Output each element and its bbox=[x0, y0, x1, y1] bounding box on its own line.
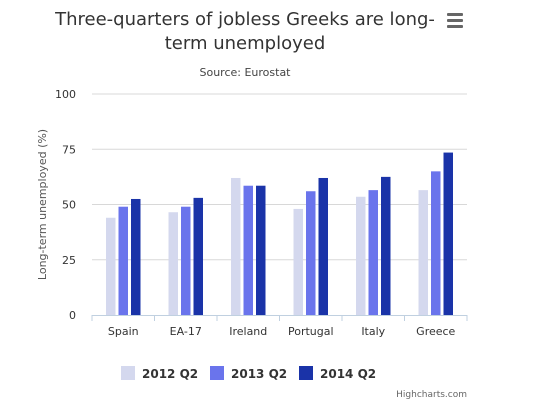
legend-label[interactable]: 2013 Q2 bbox=[231, 367, 287, 381]
hamburger-menu-icon[interactable] bbox=[447, 13, 463, 28]
y-axis-title: Long-term unemployed (%) bbox=[36, 129, 49, 280]
legend-label[interactable]: 2012 Q2 bbox=[142, 367, 198, 381]
legend-item-2014-q2[interactable]: 2014 Q2 bbox=[299, 366, 376, 381]
grid-lines bbox=[92, 93, 467, 261]
bar-ireland-2014-q2[interactable] bbox=[256, 185, 266, 315]
y-tick-label: 50 bbox=[62, 199, 76, 212]
bar-ea-17-2012-q2[interactable] bbox=[168, 212, 179, 315]
y-tick-label: 100 bbox=[55, 88, 76, 101]
bars bbox=[106, 152, 454, 315]
bar-portugal-2013-q2[interactable] bbox=[306, 191, 316, 315]
bar-ea-17-2014-q2[interactable] bbox=[193, 197, 204, 315]
x-tick-label: EA-17 bbox=[170, 325, 202, 338]
bar-spain-2014-q2[interactable] bbox=[131, 198, 141, 315]
bar-ireland-2012-q2[interactable] bbox=[231, 177, 241, 315]
chart-subtitle: Source: Eurostat bbox=[199, 66, 291, 79]
legend-swatch[interactable] bbox=[121, 366, 135, 380]
bar-italy-2012-q2[interactable] bbox=[356, 196, 366, 315]
bar-spain-2012-q2[interactable] bbox=[106, 217, 116, 315]
bar-ireland-2013-q2[interactable] bbox=[243, 185, 254, 315]
legend-swatch[interactable] bbox=[299, 366, 313, 380]
y-tick-label: 0 bbox=[69, 309, 76, 322]
bar-portugal-2014-q2[interactable] bbox=[318, 177, 329, 315]
legend-item-2013-q2[interactable]: 2013 Q2 bbox=[210, 366, 287, 381]
x-tick-label: Spain bbox=[108, 325, 139, 338]
bar-greece-2012-q2[interactable] bbox=[418, 190, 429, 315]
bar-spain-2013-q2[interactable] bbox=[118, 206, 129, 315]
bar-greece-2013-q2[interactable] bbox=[431, 171, 441, 315]
legend-swatch[interactable] bbox=[210, 366, 224, 380]
legend-label[interactable]: 2014 Q2 bbox=[320, 367, 376, 381]
bar-italy-2014-q2[interactable] bbox=[381, 176, 391, 315]
chart-title-line-1: Three-quarters of jobless Greeks are lon… bbox=[54, 9, 435, 30]
y-tick-label: 25 bbox=[62, 254, 76, 267]
bar-greece-2014-q2[interactable] bbox=[443, 152, 454, 315]
bar-italy-2013-q2[interactable] bbox=[368, 190, 379, 315]
x-axis: Spain EA-17 Ireland Portugal Italy Greece bbox=[91, 315, 468, 338]
credits-link[interactable]: Highcharts.com bbox=[396, 390, 467, 400]
bar-portugal-2012-q2[interactable] bbox=[293, 208, 304, 315]
export-menu-button[interactable] bbox=[442, 10, 468, 32]
x-tick-label: Greece bbox=[416, 325, 455, 338]
y-axis-ticks: 0 25 50 75 100 bbox=[55, 88, 76, 322]
legend-item-2012-q2[interactable]: 2012 Q2 bbox=[121, 366, 198, 381]
bar-ea-17-2013-q2[interactable] bbox=[181, 206, 191, 315]
y-tick-label: 75 bbox=[62, 143, 76, 156]
chart-title-line-2: term unemployed bbox=[165, 33, 326, 54]
x-tick-label: Italy bbox=[361, 325, 385, 338]
x-tick-label: Portugal bbox=[288, 325, 334, 338]
legend: 2012 Q2 2013 Q2 2014 Q2 bbox=[121, 366, 376, 381]
x-tick-label: Ireland bbox=[229, 325, 267, 338]
